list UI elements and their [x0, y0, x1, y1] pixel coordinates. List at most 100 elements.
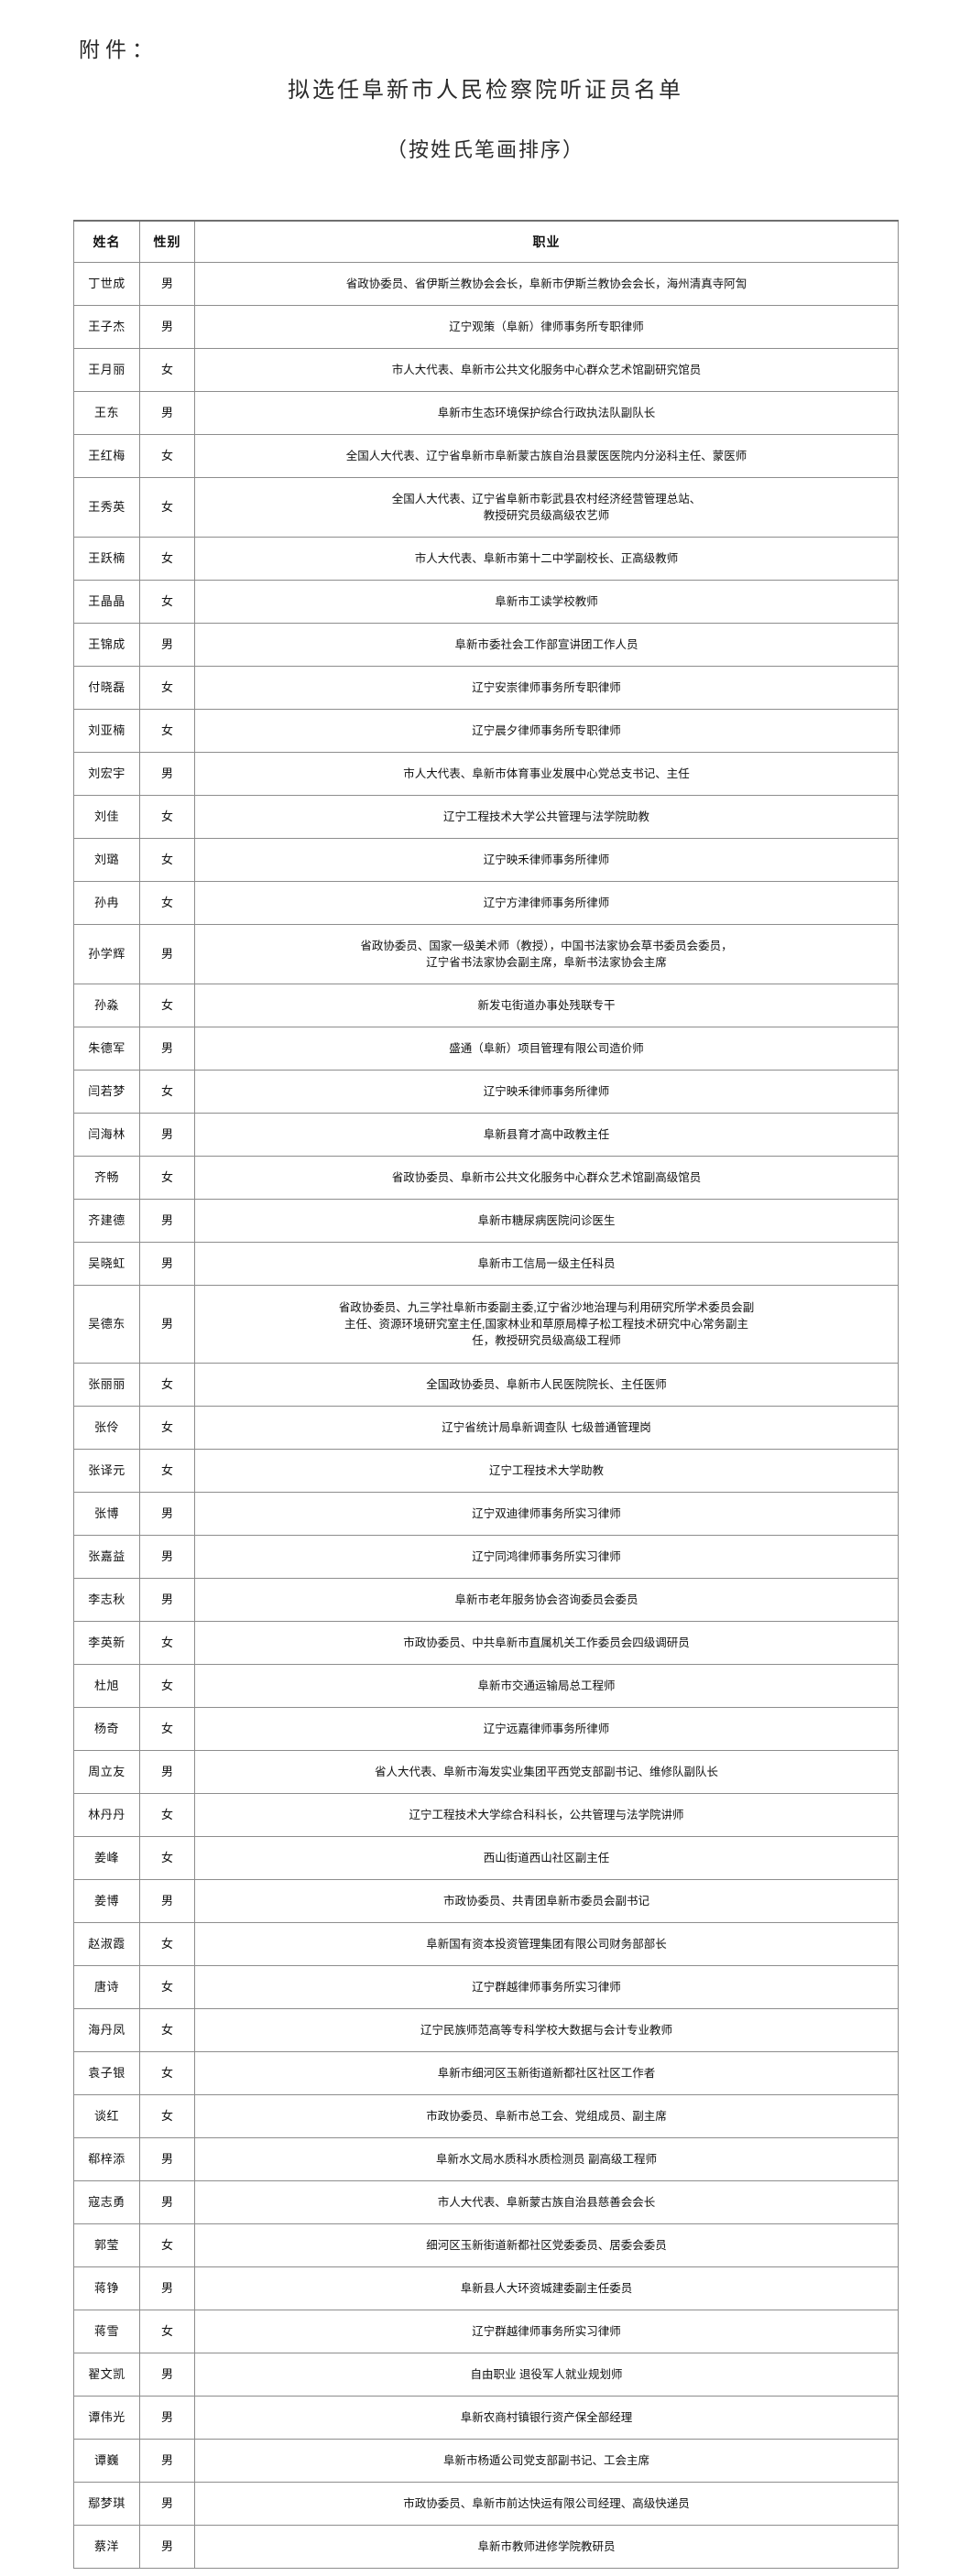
cell-name: 刘宏宇 — [73, 752, 140, 796]
cell-occupation: 西山街道西山社区副主任 — [194, 1836, 899, 1880]
cell-gender: 男 — [139, 752, 195, 796]
occupation-line: 阜新市老年服务协会咨询委员会委员 — [454, 1592, 638, 1606]
cell-gender: 女 — [139, 348, 195, 392]
cell-occupation: 阜新县育才高中政教主任 — [194, 1113, 899, 1157]
page-title: 拟选任阜新市人民检察院听证员名单 — [288, 79, 683, 103]
occupation-line: 盛通（阜新）项目管理有限公司造价师 — [449, 1041, 644, 1055]
cell-gender: 女 — [139, 1406, 195, 1450]
cell-name: 谭巍 — [73, 2439, 140, 2483]
table-row: 李志秋男 阜新市老年服务协会咨询委员会委员 — [73, 1578, 899, 1622]
occupation-line: 辽宁省统计局阜新调查队 七级普通管理岗 — [442, 1420, 651, 1434]
cell-name: 张译元 — [73, 1449, 140, 1493]
cell-gender: 女 — [139, 2051, 195, 2095]
occupation-line: 省政协委员、国家一级美术师（教授），中国书法家协会草书委员会委员， — [360, 939, 733, 952]
cell-gender: 女 — [139, 1922, 195, 1966]
roster-table: 姓名 性别 职业 丁世成男 省政协委员、省伊斯兰教协会会长，阜新市伊斯兰教协会会长… — [73, 220, 899, 2569]
cell-occupation: 市人大代表、阜新蒙古族自治县慈善会会长 — [194, 2180, 899, 2224]
cell-name: 袁子银 — [73, 2051, 140, 2095]
table-row: 蒋雪女 辽宁群越律师事务所实习律师 — [73, 2310, 899, 2353]
cell-gender: 男 — [139, 1027, 195, 1071]
cell-gender: 男 — [139, 2266, 195, 2310]
occupation-line: 市人大代表、阜新蒙古族自治县慈善会会长 — [437, 2195, 656, 2209]
cell-gender: 男 — [139, 1242, 195, 1286]
occupation-line: 阜新国有资本投资管理集团有限公司财务部部长 — [426, 1937, 667, 1951]
cell-occupation: 辽宁工程技术大学公共管理与法学院助教 — [194, 795, 899, 839]
cell-name: 刘亚楠 — [73, 709, 140, 753]
cell-gender: 男 — [139, 391, 195, 435]
occupation-line: 阜新市工信局一级主任科员 — [477, 1256, 616, 1270]
cell-gender: 男 — [139, 2353, 195, 2397]
occupation-line: 辽宁映禾律师事务所律师 — [483, 853, 610, 866]
cell-gender: 女 — [139, 1707, 195, 1751]
table-row: 蔡洋男 阜新市教师进修学院教研员 — [73, 2525, 899, 2569]
occupation-line: 全国人大代表、辽宁省阜新市彰武县农村经济经营管理总站、 — [391, 492, 702, 505]
table-row: 郭莹女 细河区玉新街道新都社区党委委员、居委会委员 — [73, 2223, 899, 2267]
cell-occupation: 阜新市工读学校教师 — [194, 580, 899, 624]
cell-gender: 女 — [139, 709, 195, 753]
cell-occupation: 阜新县人大环资城建委副主任委员 — [194, 2266, 899, 2310]
cell-gender: 男 — [139, 1578, 195, 1622]
occupation-line: 全国政协委员、阜新市人民医院院长、主任医师 — [426, 1377, 667, 1391]
cell-gender: 男 — [139, 924, 195, 984]
cell-name: 蒋雪 — [73, 2310, 140, 2353]
cell-gender: 女 — [139, 434, 195, 478]
cell-gender: 女 — [139, 1070, 195, 1114]
occupation-line: 辽宁晨夕律师事务所专职律师 — [472, 723, 621, 737]
cell-name: 杜旭 — [73, 1664, 140, 1708]
cell-gender: 男 — [139, 2396, 195, 2440]
table-header: 姓名 性别 职业 — [73, 220, 899, 263]
cell-gender: 男 — [139, 1750, 195, 1794]
occupation-line: 辽宁同鸿律师事务所实习律师 — [472, 1549, 621, 1563]
cell-occupation: 辽宁群越律师事务所实习律师 — [194, 1965, 899, 2009]
cell-gender: 男 — [139, 2439, 195, 2483]
table-row: 闫若梦女 辽宁映禾律师事务所律师 — [73, 1070, 899, 1114]
occupation-line: 辽宁观策（阜新）律师事务所专职律师 — [449, 320, 644, 333]
cell-name: 刘佳 — [73, 795, 140, 839]
cell-occupation: 阜新市杨遁公司党支部副书记、工会主席 — [194, 2439, 899, 2483]
occupation-line: 新发屯街道办事处残联专干 — [477, 998, 616, 1012]
table-row: 孙淼女 新发屯街道办事处残联专干 — [73, 984, 899, 1027]
occupation-line: 阜新市委社会工作部宣讲团工作人员 — [454, 637, 638, 651]
table-row: 齐畅女 省政协委员、阜新市公共文化服务中心群众艺术馆副高级馆员 — [73, 1156, 899, 1200]
table-row: 吴德东男省政协委员、九三学社阜新市委副主委,辽宁省沙地治理与利用研究所学术委员会… — [73, 1285, 899, 1364]
cell-occupation: 辽宁方津律师事务所律师 — [194, 881, 899, 925]
table-row: 蒋铮男 阜新县人大环资城建委副主任委员 — [73, 2266, 899, 2310]
table-row: 王子杰男 辽宁观策（阜新）律师事务所专职律师 — [73, 305, 899, 349]
table-row: 张译元女 辽宁工程技术大学助教 — [73, 1449, 899, 1493]
cell-occupation: 辽宁安崇律师事务所专职律师 — [194, 666, 899, 710]
table-header-row: 姓名 性别 职业 — [73, 220, 899, 263]
cell-occupation: 辽宁双迪律师事务所实习律师 — [194, 1492, 899, 1536]
occupation-line: 阜新市杨遁公司党支部副书记、工会主席 — [442, 2453, 649, 2467]
table-row: 唐诗女 辽宁群越律师事务所实习律师 — [73, 1965, 899, 2009]
cell-name: 丁世成 — [73, 262, 140, 306]
table-row: 姜博男 市政协委员、共青团阜新市委员会副书记 — [73, 1879, 899, 1923]
table-row: 张嘉益男 辽宁同鸿律师事务所实习律师 — [73, 1535, 899, 1579]
cell-occupation: 辽宁映禾律师事务所律师 — [194, 838, 899, 882]
cell-gender: 男 — [139, 262, 195, 306]
cell-occupation: 阜新农商村镇银行资产保全部经理 — [194, 2396, 899, 2440]
cell-name: 张伶 — [73, 1406, 140, 1450]
cell-occupation: 细河区玉新街道新都社区党委委员、居委会委员 — [194, 2223, 899, 2267]
cell-name: 蔡洋 — [73, 2525, 140, 2569]
cell-name: 郗梓添 — [73, 2137, 140, 2181]
cell-name: 赵淑霞 — [73, 1922, 140, 1966]
table-row: 孙冉女 辽宁方津律师事务所律师 — [73, 881, 899, 925]
cell-name: 王晶晶 — [73, 580, 140, 624]
cell-name: 姜博 — [73, 1879, 140, 1923]
table-row: 海丹凤女 辽宁民族师范高等专科学校大数据与会计专业教师 — [73, 2008, 899, 2052]
cell-occupation: 盛通（阜新）项目管理有限公司造价师 — [194, 1027, 899, 1071]
occupation-line: 市政协委员、中共阜新市直属机关工作委员会四级调研员 — [403, 1636, 690, 1649]
cell-occupation: 辽宁晨夕律师事务所专职律师 — [194, 709, 899, 753]
cell-gender: 女 — [139, 2008, 195, 2052]
occupation-line: 市人大代表、阜新市第十二中学副校长、正高级教师 — [414, 551, 679, 565]
cell-occupation: 辽宁工程技术大学综合科科长，公共管理与法学院讲师 — [194, 1793, 899, 1837]
table-row: 王东男 阜新市生态环境保护综合行政执法队副队长 — [73, 391, 899, 435]
cell-occupation: 自由职业 退役军人就业规划师 — [194, 2353, 899, 2397]
cell-gender: 男 — [139, 305, 195, 349]
occupation-line: 辽宁省书法家协会副主席，阜新书法家协会主席 — [426, 956, 667, 969]
cell-gender: 女 — [139, 838, 195, 882]
table-row: 赵淑霞女 阜新国有资本投资管理集团有限公司财务部部长 — [73, 1922, 899, 1966]
table-row: 王锦成男 阜新市委社会工作部宣讲团工作人员 — [73, 623, 899, 667]
occupation-line: 市政协委员、阜新市总工会、党组成员、副主席 — [426, 2109, 667, 2123]
cell-name: 寇志勇 — [73, 2180, 140, 2224]
